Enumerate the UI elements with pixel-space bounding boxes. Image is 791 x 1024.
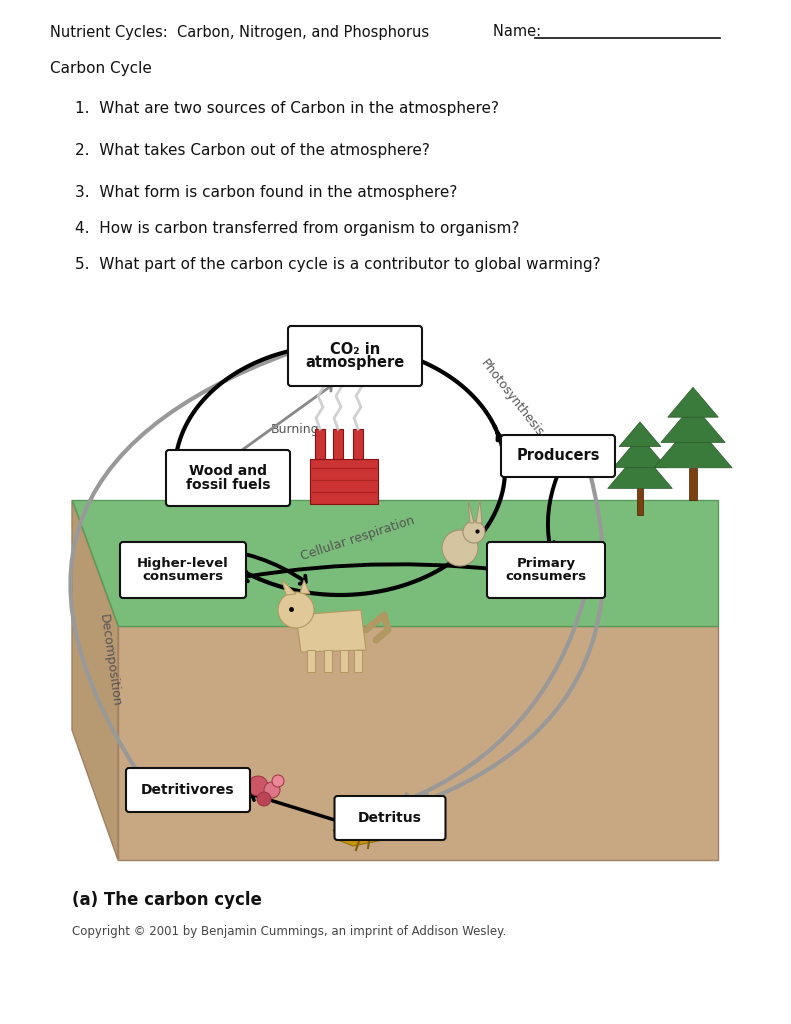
Polygon shape: [660, 404, 725, 442]
Text: 5.  What part of the carbon cycle is a contributor to global warming?: 5. What part of the carbon cycle is a co…: [75, 256, 600, 271]
Text: (a) The carbon cycle: (a) The carbon cycle: [72, 891, 262, 909]
Text: Wood and: Wood and: [189, 464, 267, 478]
Polygon shape: [340, 650, 348, 672]
Polygon shape: [310, 459, 378, 504]
Text: Cellular respiration: Cellular respiration: [300, 513, 417, 562]
Circle shape: [278, 592, 314, 628]
Text: Burning: Burning: [271, 424, 320, 436]
Polygon shape: [300, 580, 310, 594]
Text: Decomposition: Decomposition: [97, 612, 123, 708]
Text: 1.  What are two sources of Carbon in the atmosphere?: 1. What are two sources of Carbon in the…: [75, 100, 499, 116]
Text: Higher-level: Higher-level: [137, 556, 229, 569]
FancyBboxPatch shape: [126, 768, 250, 812]
Circle shape: [248, 776, 268, 796]
FancyBboxPatch shape: [166, 450, 290, 506]
Circle shape: [442, 530, 478, 566]
Polygon shape: [689, 468, 697, 500]
Text: 3.  What form is carbon found in the atmosphere?: 3. What form is carbon found in the atmo…: [75, 184, 457, 200]
Circle shape: [272, 775, 284, 787]
Polygon shape: [468, 500, 474, 523]
Polygon shape: [333, 813, 388, 846]
Polygon shape: [333, 429, 343, 459]
Circle shape: [264, 782, 280, 798]
Polygon shape: [613, 436, 667, 468]
Text: Nutrient Cycles:  Carbon, Nitrogen, and Phosphorus: Nutrient Cycles: Carbon, Nitrogen, and P…: [50, 25, 430, 40]
FancyBboxPatch shape: [501, 435, 615, 477]
Polygon shape: [607, 451, 672, 488]
FancyBboxPatch shape: [288, 326, 422, 386]
Text: Primary: Primary: [517, 556, 576, 569]
FancyBboxPatch shape: [335, 796, 445, 840]
Text: Photosynthesis: Photosynthesis: [478, 356, 547, 439]
Polygon shape: [353, 429, 363, 459]
Text: 4.  How is carbon transferred from organism to organism?: 4. How is carbon transferred from organi…: [75, 220, 520, 236]
Polygon shape: [315, 429, 325, 459]
FancyBboxPatch shape: [487, 542, 605, 598]
Polygon shape: [637, 488, 643, 515]
Polygon shape: [296, 610, 366, 652]
Text: Detritus: Detritus: [358, 811, 422, 825]
Text: CO₂ in: CO₂ in: [330, 341, 380, 356]
Polygon shape: [476, 500, 482, 523]
Polygon shape: [72, 500, 718, 626]
Polygon shape: [282, 580, 296, 595]
Polygon shape: [668, 387, 718, 417]
Text: atmosphere: atmosphere: [305, 355, 405, 371]
Polygon shape: [118, 626, 718, 860]
Polygon shape: [619, 422, 661, 446]
Polygon shape: [654, 422, 732, 468]
Text: Producers: Producers: [517, 449, 600, 464]
Polygon shape: [324, 650, 332, 672]
Polygon shape: [354, 650, 362, 672]
Circle shape: [463, 521, 485, 543]
Text: Detritivores: Detritivores: [141, 783, 235, 797]
Text: consumers: consumers: [142, 570, 224, 584]
Text: consumers: consumers: [505, 570, 587, 584]
Text: Name:: Name:: [493, 25, 546, 40]
Text: 2.  What takes Carbon out of the atmosphere?: 2. What takes Carbon out of the atmosphe…: [75, 142, 430, 158]
FancyBboxPatch shape: [120, 542, 246, 598]
Text: Copyright © 2001 by Benjamin Cummings, an imprint of Addison Wesley.: Copyright © 2001 by Benjamin Cummings, a…: [72, 926, 506, 939]
Polygon shape: [307, 650, 315, 672]
Text: Carbon Cycle: Carbon Cycle: [50, 60, 152, 76]
Polygon shape: [72, 500, 118, 860]
Text: fossil fuels: fossil fuels: [186, 478, 271, 492]
Circle shape: [257, 792, 271, 806]
